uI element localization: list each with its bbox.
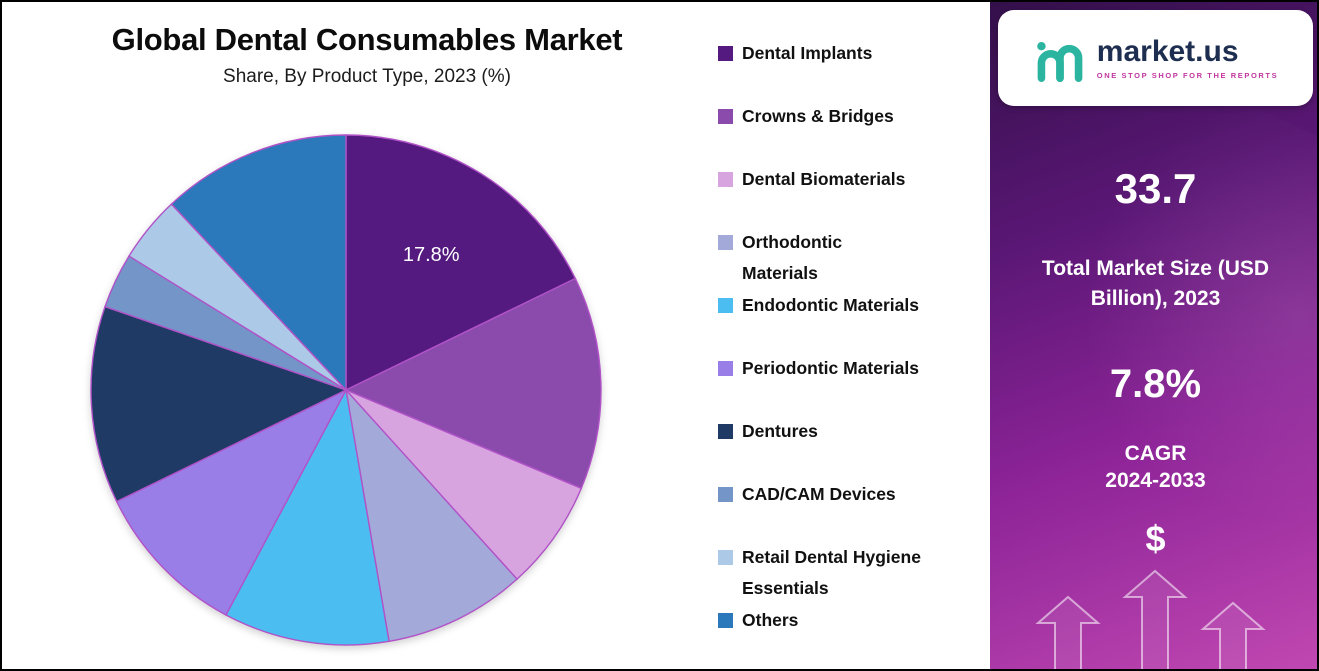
brand-logo-card: market.us ONE STOP SHOP FOR THE REPORTS bbox=[998, 10, 1313, 106]
legend-swatch bbox=[718, 424, 733, 439]
legend-item: Retail Dental Hygiene Essentials bbox=[718, 542, 984, 605]
legend-swatch bbox=[718, 109, 733, 124]
cagr-label: CAGR 2024-2033 bbox=[990, 440, 1317, 494]
pie-slice-4 bbox=[225, 387, 390, 646]
pie-slice-9 bbox=[170, 134, 347, 392]
legend-item: Orthodontic Materials bbox=[718, 227, 984, 290]
legend-swatch bbox=[718, 487, 733, 502]
pie-chart-svg: 17.8% bbox=[90, 134, 602, 646]
brand-name: market.us bbox=[1096, 34, 1239, 68]
legend-swatch bbox=[718, 46, 733, 61]
legend-item: Endodontic Materials bbox=[718, 290, 984, 353]
legend-item: Periodontic Materials bbox=[718, 353, 984, 416]
title-block: Global Dental Consumables Market Share, … bbox=[2, 22, 732, 88]
legend-label: Periodontic Materials bbox=[742, 358, 919, 378]
legend-label: Dental Implants bbox=[742, 43, 873, 63]
pie-slice-1 bbox=[344, 277, 602, 490]
legend-item: Others bbox=[718, 605, 984, 668]
legend-label: Retail Dental Hygiene Essentials bbox=[742, 547, 921, 598]
legend-swatch bbox=[718, 235, 733, 250]
legend-label: Dentures bbox=[742, 421, 818, 441]
dollar-symbol: $ bbox=[1145, 518, 1166, 559]
legend-item: Crowns & Bridges bbox=[718, 101, 984, 164]
chart-legend: Dental Implants Crowns & Bridges Dental Bi… bbox=[718, 38, 984, 668]
pie-slice-label: 17.8% bbox=[403, 244, 460, 266]
marketus-logo-icon bbox=[1037, 41, 1083, 83]
legend-label: Crowns & Bridges bbox=[742, 106, 894, 126]
legend-label: Orthodontic Materials bbox=[742, 232, 843, 283]
legend-swatch bbox=[718, 550, 733, 565]
legend-label: Endodontic Materials bbox=[742, 295, 919, 315]
market-size-value: 33.7 bbox=[1114, 165, 1197, 212]
pie-slice-3 bbox=[344, 387, 519, 643]
cagr-value: 7.8% bbox=[1109, 362, 1202, 406]
legend-swatch bbox=[718, 361, 733, 376]
legend-label: Others bbox=[742, 610, 799, 630]
growth-arrows-icon bbox=[1035, 569, 1266, 669]
brand-tagline: ONE STOP SHOP FOR THE REPORTS bbox=[1096, 70, 1279, 80]
brand-panel: market.us ONE STOP SHOP FOR THE REPORTS … bbox=[990, 2, 1317, 669]
legend-item: Dentures bbox=[718, 416, 984, 479]
pie-slice-5 bbox=[115, 388, 348, 616]
pie-slice-2 bbox=[345, 389, 583, 581]
legend-label: Dental Biomaterials bbox=[742, 169, 906, 189]
legend-swatch bbox=[718, 613, 733, 628]
pie-slice-6 bbox=[90, 305, 348, 503]
cagr-period: 2024-2033 bbox=[1105, 469, 1206, 492]
legend-swatch bbox=[718, 298, 733, 313]
pie-slice-0 bbox=[345, 134, 577, 392]
brand-text: market.us ONE STOP SHOP FOR THE REPORTS bbox=[1096, 34, 1279, 80]
cagr-label-text: CAGR bbox=[1124, 442, 1187, 465]
legend-item: Dental Biomaterials bbox=[718, 164, 984, 227]
page-title: Global Dental Consumables Market bbox=[111, 22, 623, 57]
pie-chart: 17.8% bbox=[88, 132, 604, 648]
legend-item: CAD/CAM Devices bbox=[718, 479, 984, 542]
legend-item: Dental Implants bbox=[718, 38, 984, 101]
legend-swatch bbox=[718, 172, 733, 187]
legend-label: CAD/CAM Devices bbox=[742, 484, 896, 504]
page-subtitle: Share, By Product Type, 2023 (%) bbox=[223, 66, 511, 87]
market-size-label: Total Market Size (USD Billion), 2023 bbox=[1041, 257, 1270, 310]
